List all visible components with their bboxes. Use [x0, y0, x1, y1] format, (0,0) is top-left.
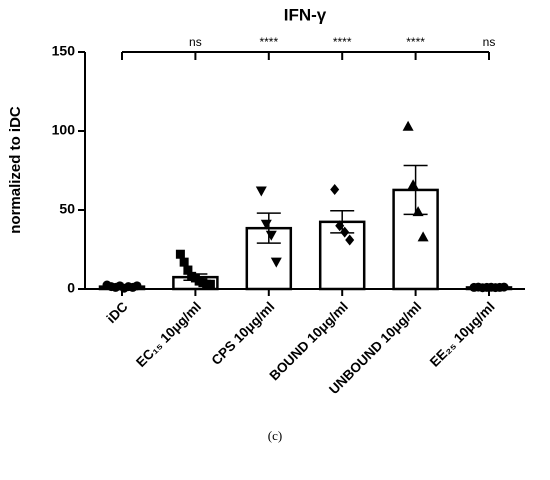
data-point — [265, 230, 277, 241]
data-point — [270, 257, 282, 268]
y-tick-label: 0 — [67, 280, 75, 296]
x-tick-label: iDC — [104, 299, 131, 326]
significance-label: **** — [333, 35, 352, 49]
data-point — [260, 219, 272, 230]
data-point — [335, 220, 345, 232]
caption: (c) — [268, 428, 282, 443]
significance-label: **** — [406, 35, 425, 49]
significance-label: ns — [189, 35, 202, 49]
data-point — [412, 206, 424, 217]
data-point — [417, 231, 429, 242]
data-point — [499, 282, 509, 292]
y-axis-label: normalized to iDC — [7, 106, 24, 234]
data-point — [205, 279, 215, 289]
data-point — [255, 186, 267, 197]
data-point — [402, 120, 414, 131]
x-tick-label: BOUND 10μg/ml — [266, 299, 350, 383]
data-point — [345, 234, 355, 246]
y-tick-label: 50 — [59, 201, 75, 217]
x-tick-label: EE₂₅ 10μg/ml — [427, 299, 498, 370]
data-point — [183, 265, 193, 275]
data-point — [330, 183, 340, 195]
data-point — [407, 179, 419, 190]
y-tick-label: 100 — [52, 122, 76, 138]
y-tick-label: 150 — [52, 43, 76, 59]
significance-label: ns — [483, 35, 496, 49]
significance-label: **** — [259, 35, 278, 49]
data-point — [175, 249, 185, 259]
chart-title: IFN-γ — [284, 5, 327, 24]
data-point — [340, 226, 350, 238]
data-point — [179, 257, 189, 267]
x-tick-label: CPS 10μg/ml — [208, 299, 277, 368]
x-tick-label: EC₁₅ 10μg/ml — [133, 299, 204, 370]
data-point — [132, 281, 142, 291]
